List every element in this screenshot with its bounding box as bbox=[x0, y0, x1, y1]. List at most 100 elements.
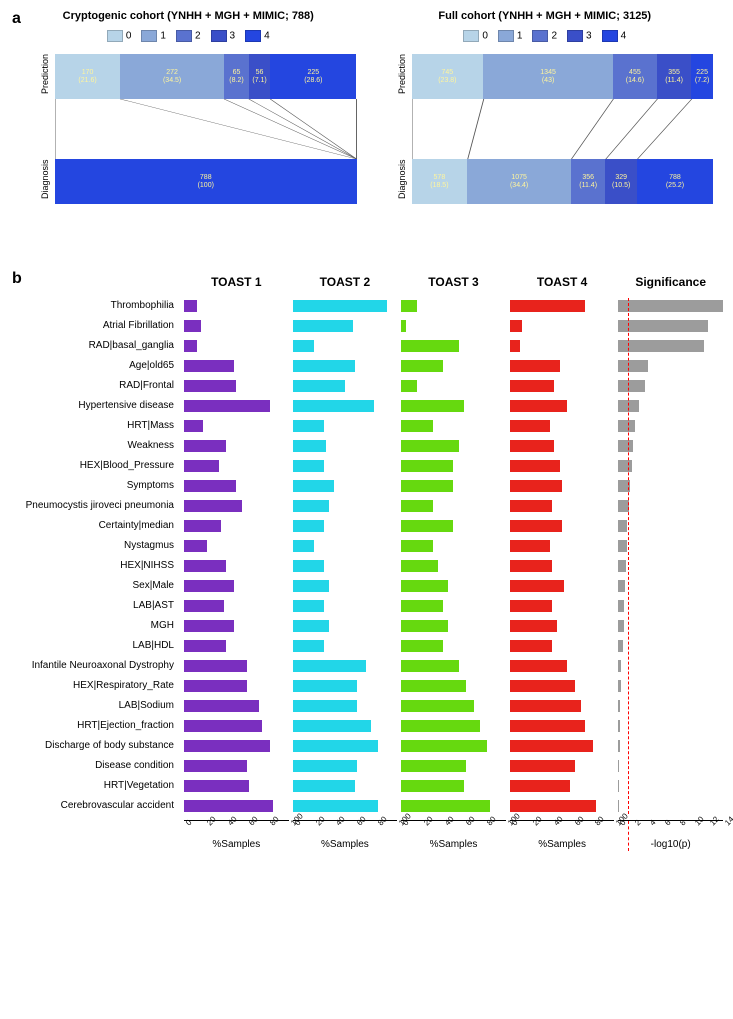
bar bbox=[293, 480, 335, 492]
legend-item: 3 bbox=[567, 30, 592, 42]
panel-a-label: a bbox=[12, 10, 21, 28]
bar bbox=[401, 660, 459, 672]
bar bbox=[401, 640, 443, 652]
bar-cell bbox=[184, 618, 289, 634]
bar bbox=[510, 780, 571, 792]
bar-cell bbox=[293, 598, 398, 614]
column-header: TOAST 3 bbox=[401, 275, 506, 294]
prediction-segment: 355(11.4) bbox=[657, 54, 691, 99]
tick: 20 bbox=[531, 815, 544, 828]
feature-label: Hypertensive disease bbox=[10, 398, 180, 414]
significance-cell bbox=[618, 618, 723, 634]
bar-cell bbox=[401, 458, 506, 474]
bar-cell bbox=[510, 498, 615, 514]
bar-cell bbox=[184, 758, 289, 774]
bar-cell bbox=[510, 698, 615, 714]
bar-cell bbox=[510, 658, 615, 674]
bar bbox=[184, 380, 236, 392]
column-header: TOAST 2 bbox=[293, 275, 398, 294]
significance-cell bbox=[618, 458, 723, 474]
bar bbox=[184, 760, 247, 772]
bar bbox=[510, 800, 596, 812]
bar-cell bbox=[184, 298, 289, 314]
bar bbox=[401, 500, 432, 512]
bar bbox=[293, 300, 387, 312]
bar bbox=[510, 580, 564, 592]
bar bbox=[293, 800, 379, 812]
bar bbox=[184, 740, 270, 752]
feature-label: Disease condition bbox=[10, 758, 180, 774]
bar-cell bbox=[510, 798, 615, 814]
feature-label: HEX|NIHSS bbox=[10, 558, 180, 574]
tick: 4 bbox=[648, 818, 658, 828]
bar-cell bbox=[293, 678, 398, 694]
bar bbox=[293, 500, 330, 512]
significance-cell bbox=[618, 338, 723, 354]
bar bbox=[401, 520, 453, 532]
legend-item: 1 bbox=[141, 30, 166, 42]
feature-label: HRT|Mass bbox=[10, 418, 180, 434]
bar-cell bbox=[184, 718, 289, 734]
bar-cell bbox=[510, 358, 615, 374]
significance-bar bbox=[618, 560, 625, 572]
tick: 12 bbox=[708, 815, 721, 828]
diagnosis-segment: 329(10.5) bbox=[605, 159, 637, 204]
tick: 60 bbox=[464, 815, 477, 828]
bar bbox=[293, 340, 314, 352]
bar-cell bbox=[184, 558, 289, 574]
significance-cell bbox=[618, 538, 723, 554]
significance-bar bbox=[618, 720, 619, 732]
x-axis-label: %Samples bbox=[401, 839, 506, 850]
bar bbox=[510, 720, 585, 732]
bar bbox=[184, 620, 234, 632]
bar bbox=[184, 780, 249, 792]
bar bbox=[510, 320, 523, 332]
bar bbox=[401, 780, 464, 792]
panel-b: b TOAST 1TOAST 2TOAST 3TOAST 4Significan… bbox=[10, 275, 723, 851]
bar-cell bbox=[293, 458, 398, 474]
diagnosis-segment: 788(25.2) bbox=[637, 159, 713, 204]
x-axis-label: %Samples bbox=[293, 839, 398, 850]
bar bbox=[510, 540, 550, 552]
bar bbox=[510, 360, 560, 372]
significance-bar bbox=[618, 340, 704, 352]
bar bbox=[293, 740, 379, 752]
x-axis: 020406080100%Samples bbox=[510, 820, 615, 851]
feature-label: Certainty|median bbox=[10, 518, 180, 534]
bar bbox=[184, 600, 224, 612]
tick: 60 bbox=[247, 815, 260, 828]
legend: 01234 bbox=[15, 30, 362, 42]
bar bbox=[401, 540, 432, 552]
bar bbox=[184, 500, 242, 512]
bar-cell bbox=[401, 418, 506, 434]
bar bbox=[401, 440, 459, 452]
tick: 80 bbox=[376, 815, 389, 828]
bar bbox=[401, 600, 443, 612]
bar bbox=[510, 400, 568, 412]
feature-label: MGH bbox=[10, 618, 180, 634]
bar-cell bbox=[293, 738, 398, 754]
significance-cell bbox=[618, 478, 723, 494]
bar bbox=[293, 400, 375, 412]
bar bbox=[293, 540, 314, 552]
feature-label: RAD|basal_ganglia bbox=[10, 338, 180, 354]
significance-bar bbox=[618, 600, 624, 612]
bar-cell bbox=[510, 598, 615, 614]
bar bbox=[510, 700, 581, 712]
bar-cell bbox=[401, 718, 506, 734]
bar bbox=[510, 680, 575, 692]
bar bbox=[401, 720, 479, 732]
tick: 60 bbox=[355, 815, 368, 828]
bar bbox=[401, 620, 448, 632]
bar bbox=[401, 480, 453, 492]
bar bbox=[184, 420, 203, 432]
bar-cell bbox=[184, 418, 289, 434]
bar-cell bbox=[401, 318, 506, 334]
bar-cell bbox=[401, 478, 506, 494]
bar bbox=[510, 480, 562, 492]
bar-cell bbox=[184, 318, 289, 334]
bar-cell bbox=[184, 638, 289, 654]
bar bbox=[293, 660, 366, 672]
bar-cell bbox=[184, 398, 289, 414]
tick: 60 bbox=[573, 815, 586, 828]
